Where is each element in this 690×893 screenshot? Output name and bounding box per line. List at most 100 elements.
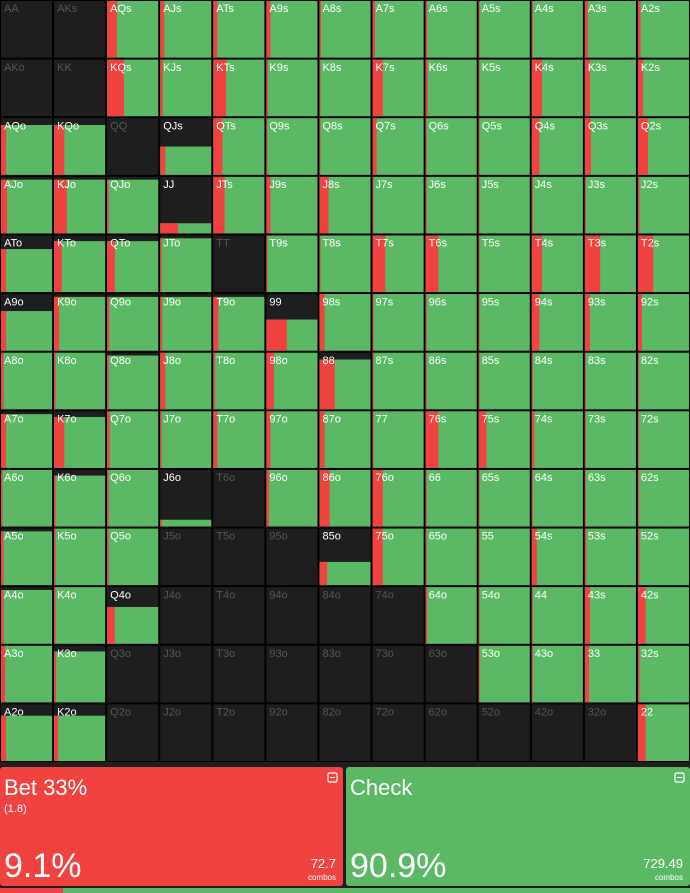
hand-cell[interactable]: KJo [53,175,107,235]
hand-cell[interactable]: J5s [477,175,531,235]
hand-cell[interactable]: J7o [159,410,213,469]
hand-cell[interactable]: 83s [583,351,637,411]
hand-cell[interactable]: A3s [583,0,637,59]
hand-cell[interactable]: 96o [265,468,319,528]
hand-cell[interactable]: 22 [636,703,690,763]
hand-cell[interactable]: J3o [159,644,213,704]
hand-cell[interactable]: 77 [371,410,425,469]
hand-cell[interactable]: 94s [530,293,584,352]
hand-cell[interactable]: QTs [212,117,266,176]
hand-cell[interactable]: 76o [371,468,425,528]
action-panel[interactable]: Check 90.9% 729.49 combos [346,767,690,886]
hand-cell[interactable]: AQs [106,0,160,59]
hand-cell[interactable]: T4o [212,586,266,645]
hand-cell[interactable]: K5o [53,527,107,587]
hand-cell[interactable]: 42o [530,703,584,763]
hand-cell[interactable]: Q7s [371,117,425,176]
hand-cell[interactable]: J7s [371,175,425,235]
hand-cell[interactable]: 96s [424,293,478,352]
hand-cell[interactable]: JJ [159,175,213,235]
hand-cell[interactable]: A4o [0,586,54,645]
hand-cell[interactable]: K7s [371,58,425,118]
hand-cell[interactable]: 98o [265,351,319,411]
hand-cell[interactable]: A3o [0,644,54,704]
hand-cell[interactable]: 52o [477,703,531,763]
hand-cell[interactable]: 94o [265,586,319,645]
hand-cell[interactable]: 32s [636,644,690,704]
hand-cell[interactable]: K4s [530,58,584,118]
hand-cell[interactable]: 54o [477,586,531,645]
hand-cell[interactable]: K8o [53,351,107,411]
hand-cell[interactable]: 64s [530,468,584,528]
hand-cell[interactable]: QJo [106,175,160,235]
hand-cell[interactable]: K2s [636,58,690,118]
hand-cell[interactable]: 53o [477,644,531,704]
hand-cell[interactable]: 54s [530,527,584,587]
hand-cell[interactable]: A5s [477,0,531,59]
hand-cell[interactable]: J2s [636,175,690,235]
hand-cell[interactable]: T4s [530,234,584,294]
hand-cell[interactable]: 95o [265,527,319,587]
hand-cell[interactable]: Q9o [106,293,160,352]
hand-cell[interactable]: K2o [53,703,107,763]
hand-cell[interactable]: KK [53,58,107,118]
hand-cell[interactable]: 63s [583,468,637,528]
hand-cell[interactable]: J8s [318,175,372,235]
hand-cell[interactable]: 95s [477,293,531,352]
hand-cell[interactable]: A9o [0,293,54,352]
hand-cell[interactable]: Q3o [106,644,160,704]
hand-cell[interactable]: 76s [424,410,478,469]
hand-cell[interactable]: T8o [212,351,266,411]
hand-cell[interactable]: 84s [530,351,584,411]
hand-cell[interactable]: J8o [159,351,213,411]
hand-cell[interactable]: KQo [53,117,107,176]
hand-cell[interactable]: K3o [53,644,107,704]
hand-cell[interactable]: 85o [318,527,372,587]
hand-cell[interactable]: AJo [0,175,54,235]
hand-cell[interactable]: T9s [265,234,319,294]
hand-cell[interactable]: J9o [159,293,213,352]
hand-cell[interactable]: ATo [0,234,54,294]
hand-cell[interactable]: 83o [318,644,372,704]
hand-cell[interactable]: T2s [636,234,690,294]
hand-cell[interactable]: JTs [212,175,266,235]
hand-cell[interactable]: 82o [318,703,372,763]
hand-cell[interactable]: K5s [477,58,531,118]
hand-cell[interactable]: Q2o [106,703,160,763]
hand-cell[interactable]: A6s [424,0,478,59]
hand-cell[interactable]: Q3s [583,117,637,176]
hand-cell[interactable]: J6s [424,175,478,235]
hand-cell[interactable]: A6o [0,468,54,528]
hand-cell[interactable]: Q8s [318,117,372,176]
hand-cell[interactable]: 99 [265,293,319,352]
hand-cell[interactable]: 93o [265,644,319,704]
hand-cell[interactable]: Q4o [106,586,160,645]
hand-cell[interactable]: T7s [371,234,425,294]
hand-cell[interactable]: K8s [318,58,372,118]
hand-cell[interactable]: 44 [530,586,584,645]
hand-cell[interactable]: 87o [318,410,372,469]
action-panel[interactable]: Bet 33% (1.8) 9.1% 72.7 combos [0,767,343,886]
hand-cell[interactable]: 73o [371,644,425,704]
hand-cell[interactable]: AJs [159,0,213,59]
hand-cell[interactable]: Q7o [106,410,160,469]
hand-cell[interactable]: A2s [636,0,690,59]
hand-cell[interactable]: 92o [265,703,319,763]
hand-cell[interactable]: 33 [583,644,637,704]
hand-cell[interactable]: Q2s [636,117,690,176]
hand-cell[interactable]: 42s [636,586,690,645]
hand-cell[interactable]: 97s [371,293,425,352]
hand-cell[interactable]: KTs [212,58,266,118]
hand-cell[interactable]: AKs [53,0,107,59]
hand-cell[interactable]: 72o [371,703,425,763]
hand-cell[interactable]: 75o [371,527,425,587]
hand-cell[interactable]: 63o [424,644,478,704]
hand-cell[interactable]: KJs [159,58,213,118]
hand-cell[interactable]: Q6o [106,468,160,528]
hand-cell[interactable]: 72s [636,410,690,469]
hand-cell[interactable]: J6o [159,468,213,528]
hand-cell[interactable]: 98s [318,293,372,352]
hand-cell[interactable]: 92s [636,293,690,352]
hand-cell[interactable]: QTo [106,234,160,294]
hand-cell[interactable]: KTo [53,234,107,294]
